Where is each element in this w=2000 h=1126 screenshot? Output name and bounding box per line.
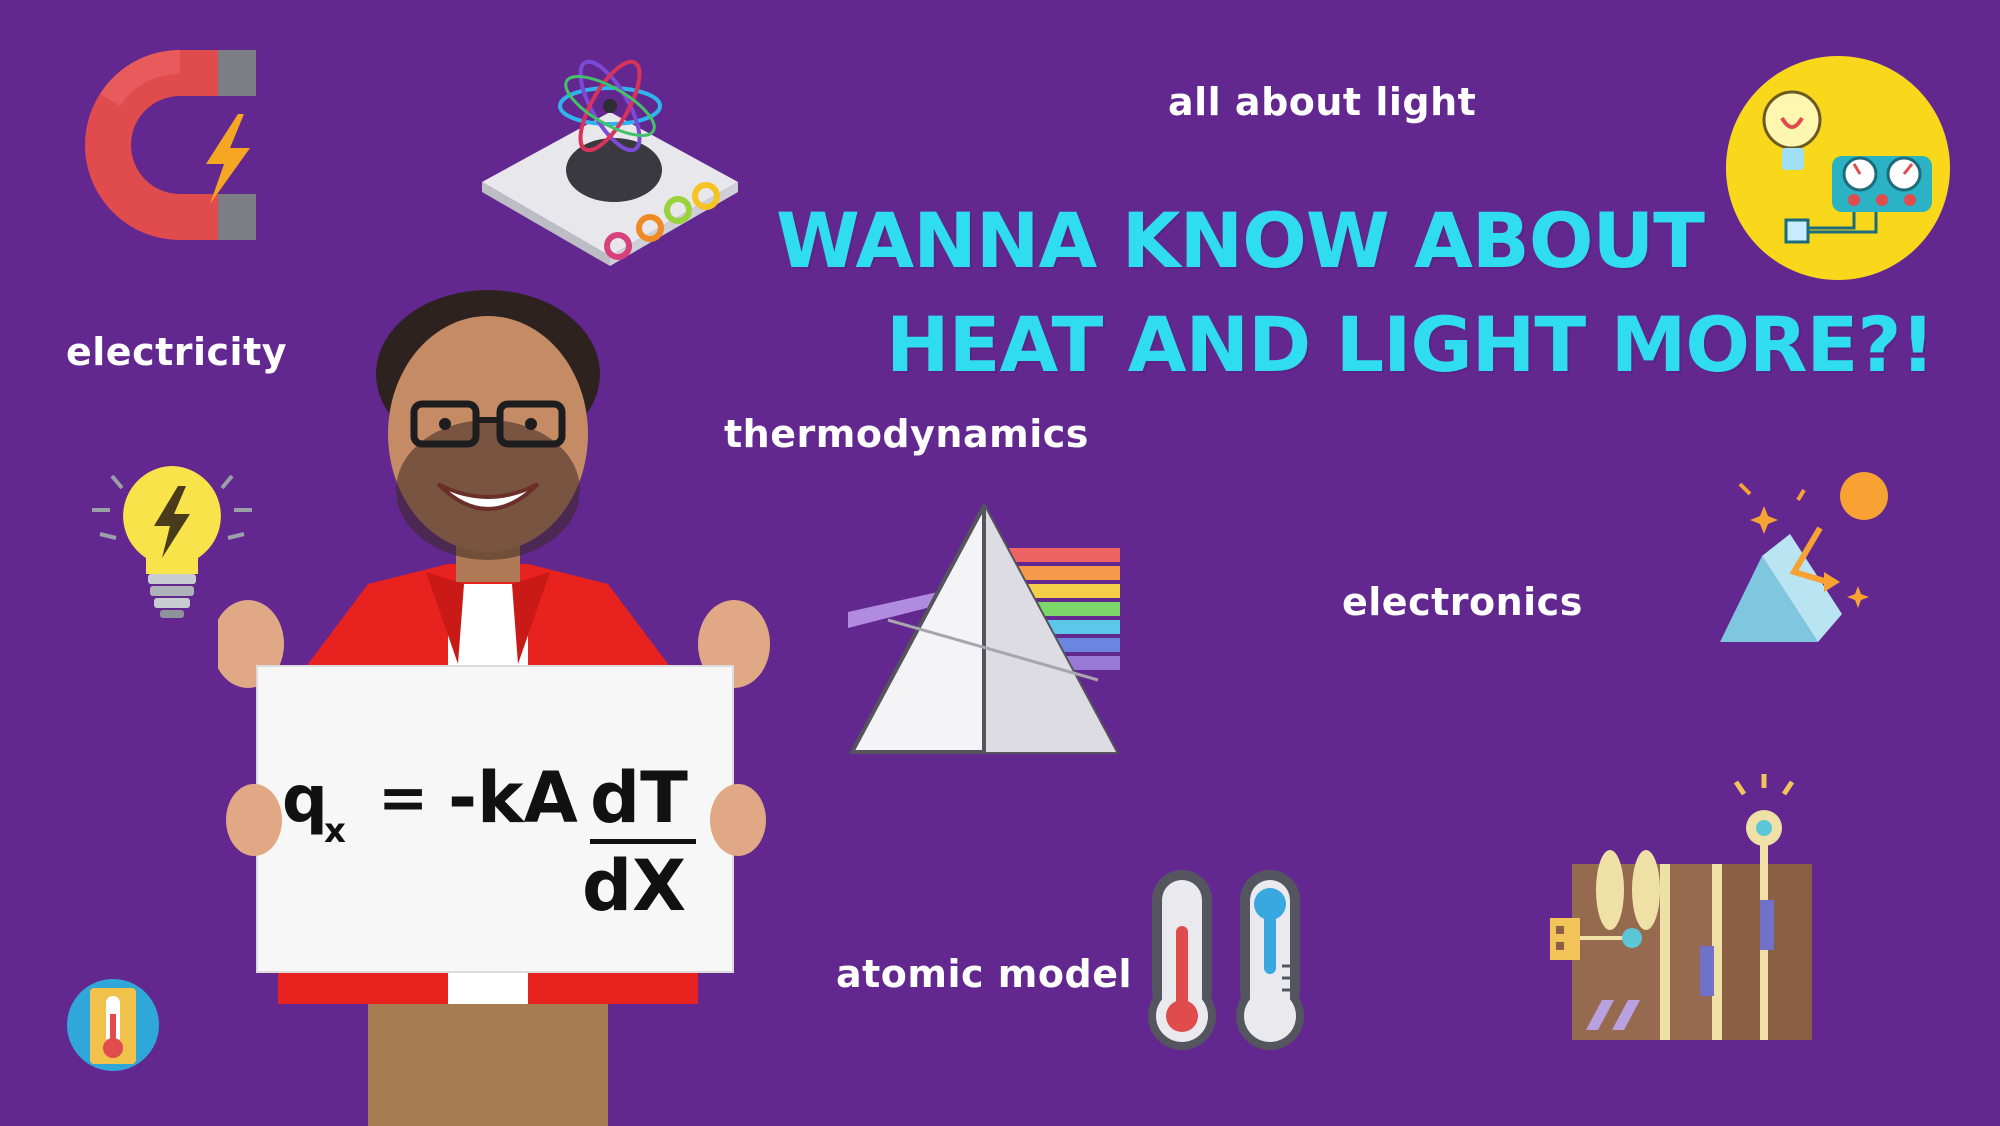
equation-numerator: dT	[590, 757, 688, 839]
headline-line-1: WANNA KNOW ABOUT	[776, 196, 1705, 285]
thermometers-icon	[1148, 870, 1304, 1050]
magnet-icon	[85, 49, 256, 240]
equation-rhs-prefix: -kA	[448, 757, 578, 839]
prism-icon	[848, 501, 1120, 754]
topic-atomic-model: atomic model	[836, 952, 1132, 996]
circuit-board-icon	[1550, 774, 1812, 1040]
atom-icon	[558, 59, 662, 153]
right-hand	[710, 784, 766, 856]
headline-line-2: HEAT AND LIGHT MORE?!	[886, 300, 1935, 389]
left-hand	[226, 784, 282, 856]
light-panel-icon	[482, 59, 738, 266]
equation-lhs: q	[282, 763, 328, 837]
fraction-bar	[590, 839, 696, 844]
topic-electronics: electronics	[1342, 580, 1583, 624]
equation-equals: =	[378, 763, 429, 833]
equation-lhs-subscript: x	[324, 811, 346, 851]
equation-denominator: dX	[582, 845, 687, 927]
topic-all-about-light: all about light	[1168, 80, 1477, 124]
topic-electricity: electricity	[66, 330, 288, 374]
light-bulb-icon	[92, 466, 252, 618]
thermometer-badge-icon	[67, 979, 159, 1071]
topic-thermodynamics: thermodynamics	[724, 412, 1089, 456]
equation-board: q x = -kA dT dX	[256, 665, 734, 973]
sun-prism-icon	[1720, 472, 1888, 642]
light-bulb-meter-icon	[1726, 56, 1950, 280]
